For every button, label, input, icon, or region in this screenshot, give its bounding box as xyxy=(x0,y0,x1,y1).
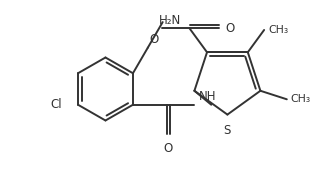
Text: O: O xyxy=(164,142,173,155)
Text: O: O xyxy=(150,33,159,46)
Text: CH₃: CH₃ xyxy=(268,25,288,35)
Text: Cl: Cl xyxy=(51,98,62,111)
Text: O: O xyxy=(225,22,235,35)
Text: H₂N: H₂N xyxy=(159,14,182,27)
Text: NH: NH xyxy=(199,90,217,103)
Text: CH₃: CH₃ xyxy=(291,94,311,104)
Text: S: S xyxy=(224,124,231,137)
